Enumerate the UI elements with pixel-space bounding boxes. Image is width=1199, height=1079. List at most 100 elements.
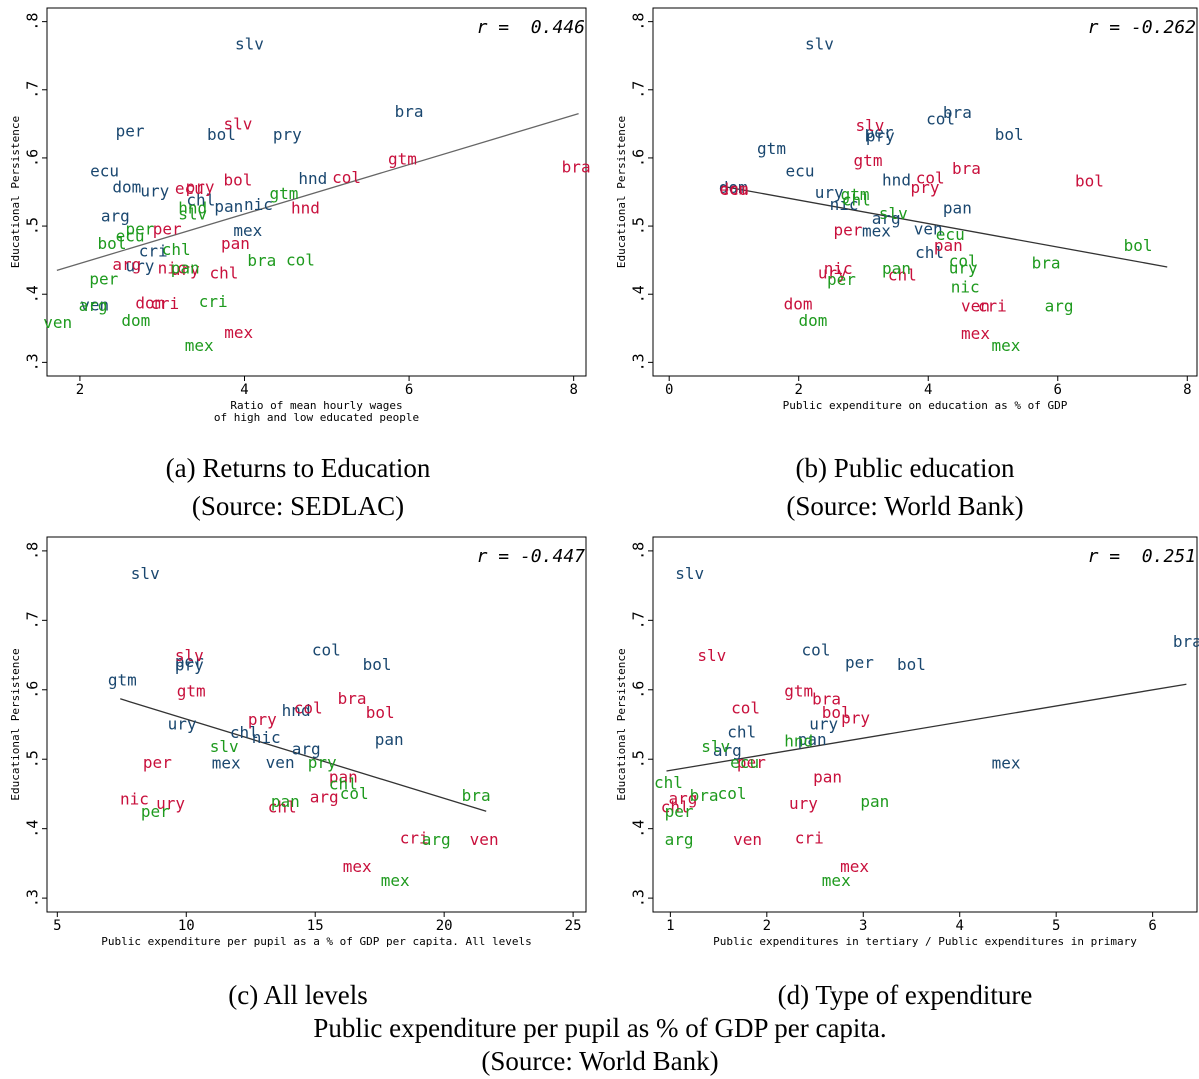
point-label: mex [991,336,1020,355]
point-label: cri [795,829,824,848]
point-label: slv [235,34,264,53]
point-label: slv [879,204,908,223]
point-label: gtm [270,184,299,203]
point-label: col [731,699,760,718]
x-tick-label: 5 [1052,918,1060,934]
y-axis-label: Educational Persistence [615,648,628,800]
point-label: chl [268,797,297,816]
point-label: mex [992,754,1021,773]
point-label: bra [812,690,841,709]
point-label: hnd [291,199,320,218]
figure-caption: Public expenditure per pupil as % of GDP… [313,1013,886,1043]
point-label: slv [178,205,207,224]
plot-frame [46,536,587,913]
point-label: pan [221,234,250,253]
point-label: bol [223,171,252,190]
point-label: ury [126,256,155,275]
point-label: per [827,270,856,289]
point-label: per [143,753,172,772]
y-axis-label: Educational Persistence [9,648,22,800]
point-label: mex [840,857,869,876]
point-label: slv [210,737,239,756]
point-label: per [141,802,170,821]
point-label: pry [248,710,277,729]
annotation: r = -0.262 [1088,17,1196,38]
point-label: hnd [882,171,911,190]
point-label: slv [701,737,730,756]
point-label: pry [273,125,302,144]
point-label: pan [171,259,200,278]
panel-caption: (d) Type of expenditure [778,980,1033,1010]
y-tick-label: .5 [24,750,42,768]
point-label: dom [784,295,813,314]
point-label: ury [140,182,169,201]
point-label: arg [713,741,742,760]
point-label: ury [815,183,844,202]
panel-caption: (c) All levels [228,980,367,1010]
point-label: nic [120,790,149,809]
point-label: chl [661,797,690,816]
point-label: per [175,652,204,671]
point-label: arg [872,209,901,228]
point-label: col [286,250,315,269]
plot-frame [46,7,587,377]
point-label: mex [185,336,214,355]
y-tick-label: .6 [24,149,42,167]
point-label: mex [224,323,253,342]
point-label: col [294,699,323,718]
point-label: gtm [177,681,206,700]
point-label: chl [888,265,917,284]
x-tick-label: 6 [1054,382,1062,398]
point-label: ven [266,753,295,772]
point-label: dom [719,179,748,198]
point-label: pan [943,199,972,218]
point-label: nic [252,728,281,747]
point-label: mex [822,871,851,890]
panel-caption: (Source: World Bank) [786,491,1023,521]
point-label: slv [805,34,834,53]
x-tick-label: 20 [436,918,453,934]
point-label: ven [914,220,943,239]
point-label: bra [395,102,424,121]
y-tick-label: .3 [24,353,42,371]
point-label: arg [1045,297,1074,316]
point-label: pan [882,259,911,278]
point-label: col [718,784,747,803]
x-tick-label: 6 [1148,918,1156,934]
point-label: per [665,802,694,821]
point-label: dom [121,311,150,330]
point-label: nic [830,195,859,214]
point-label: cri [978,297,1007,316]
y-tick-label: .4 [24,285,42,303]
panel-caption: (b) Public education [796,453,1015,483]
point-label: bol [897,655,926,674]
point-label: dom [719,178,748,197]
y-tick-label: .5 [630,750,648,768]
point-label: col [926,109,955,128]
y-tick-label: .8 [24,542,42,560]
point-label: per [153,220,182,239]
point-label: slv [131,564,160,583]
point-label: per [737,753,766,772]
x-tick-label: 6 [405,382,413,398]
x-axis-label: Public expenditures in tertiary / Public… [713,935,1137,948]
y-axis-label: Educational Persistence [9,116,22,268]
point-label: per [89,269,118,288]
point-label: bra [952,159,981,178]
point-label: ecu [730,753,759,772]
point-label: col [332,168,361,187]
point-label: pan [798,730,827,749]
point-label: ven [80,295,109,314]
point-label: ury [809,715,838,734]
point-label: gtm [108,670,137,689]
y-tick-label: .5 [630,217,648,235]
point-label: mex [233,221,262,240]
point-label: slv [697,646,726,665]
point-label: per [833,220,862,239]
point-label: pry [911,178,940,197]
fit-line [120,698,487,812]
point-label: per [116,122,145,141]
x-tick-label: 4 [240,382,248,398]
point-label: hnd [784,731,813,750]
